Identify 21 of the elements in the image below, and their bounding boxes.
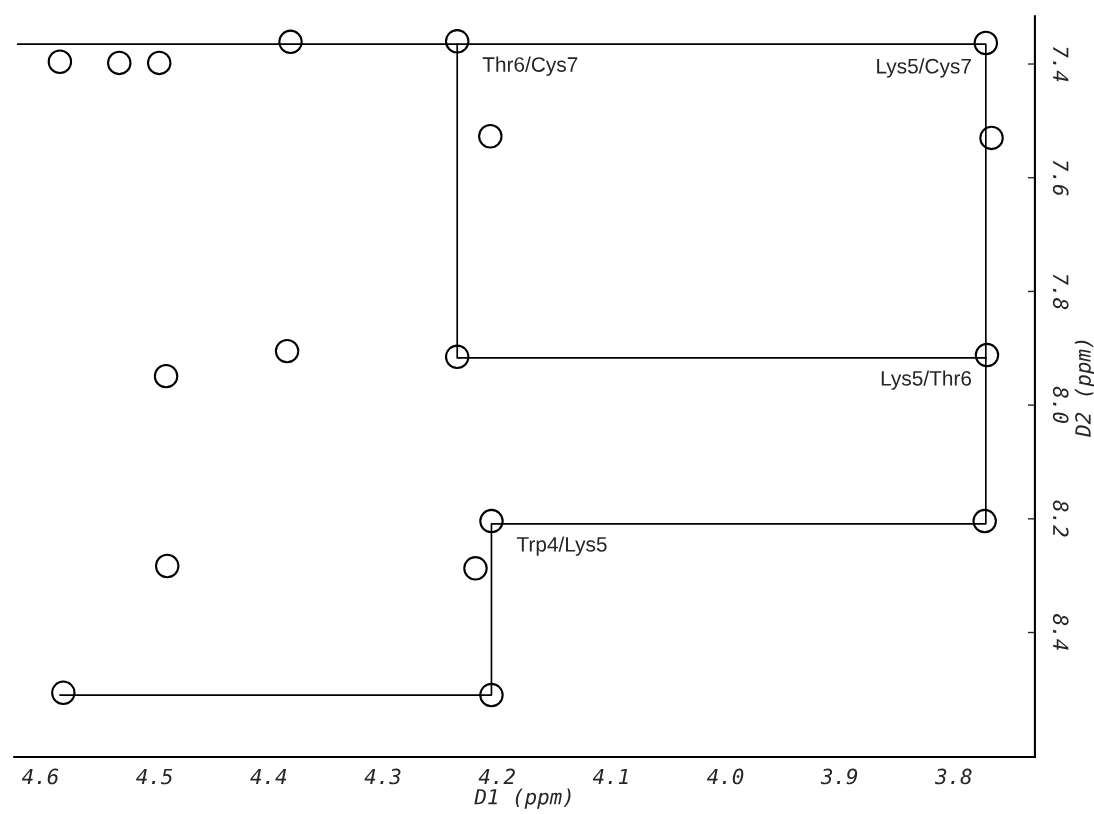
x-tick-label: 4.5: [136, 768, 173, 785]
x-tick-label: 4.6: [21, 768, 59, 785]
x-tick-label: 4.2: [478, 768, 515, 785]
annotation: Trp4/Lys5: [516, 536, 607, 556]
y-tick-label: 7.6: [1052, 160, 1069, 196]
y-tick-label: 8.2: [1052, 500, 1069, 537]
x-tick-label: 3.8: [934, 768, 972, 785]
y-tick-label: 7.4: [1053, 46, 1069, 82]
x-tick-label: 4.1: [592, 768, 628, 785]
x-axis-title: D1 (ppm): [474, 788, 571, 809]
x-tick-label: 3.9: [820, 768, 858, 785]
x-tick-label: 4.4: [250, 768, 287, 785]
annotation: Lys5/Cys7: [877, 58, 971, 78]
y-tick-label: 8.0: [1052, 386, 1069, 423]
x-tick-label: 4.3: [364, 768, 401, 785]
x-tick-label: 4.0: [706, 768, 744, 785]
y-axis-title: D2 (ppm): [1074, 340, 1094, 437]
y-tick-label: 8.4: [1052, 614, 1069, 650]
annotation: Lys5/Thr6: [881, 370, 972, 390]
annotation: Thr6/Cys7: [482, 56, 578, 76]
y-tick-label: 7.8: [1052, 274, 1069, 310]
